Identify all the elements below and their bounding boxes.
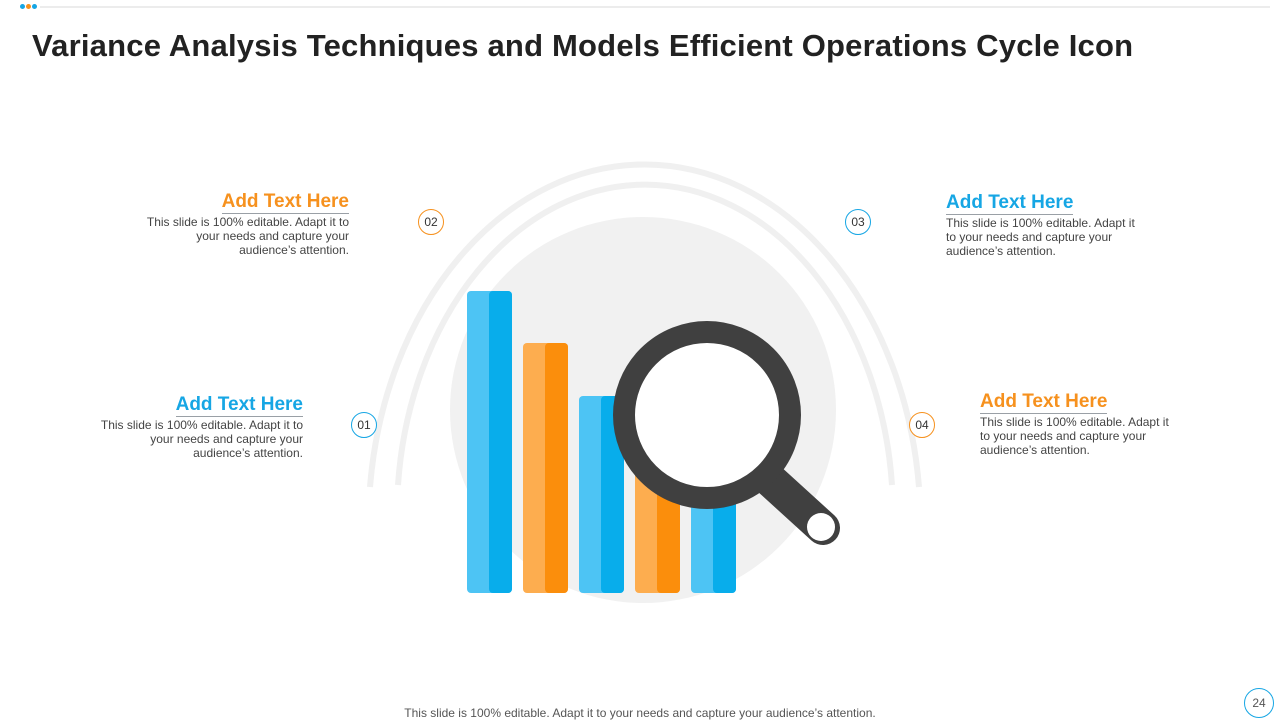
bar-1 <box>467 291 512 593</box>
block-heading: Add Text Here <box>175 394 303 417</box>
step-number-03: 03 <box>845 209 871 235</box>
text-block-03: Add Text Here This slide is 100% editabl… <box>946 192 1146 258</box>
text-block-02: Add Text Here This slide is 100% editabl… <box>144 191 349 257</box>
outer-arc <box>367 161 922 488</box>
text-block-01: Add Text Here This slide is 100% editabl… <box>98 394 303 460</box>
slide-title: Variance Analysis Techniques and Models … <box>32 28 1134 63</box>
step-number-04: 04 <box>909 412 935 438</box>
block-text: This slide is 100% editable. Adapt it to… <box>146 215 349 257</box>
block-text: This slide is 100% editable. Adapt it to… <box>100 418 303 460</box>
step-number-02: 02 <box>418 209 444 235</box>
block-heading: Add Text Here <box>946 192 1074 215</box>
text-block-04: Add Text Here This slide is 100% editabl… <box>980 391 1180 457</box>
logo-dots <box>20 4 37 9</box>
step-number-01: 01 <box>351 412 377 438</box>
block-heading: Add Text Here <box>221 191 349 214</box>
block-text: This slide is 100% editable. Adapt it to… <box>946 216 1135 258</box>
block-text: This slide is 100% editable. Adapt it to… <box>980 415 1169 457</box>
block-heading: Add Text Here <box>980 391 1108 414</box>
bar-2 <box>523 343 568 593</box>
magnifying-glass-icon <box>613 321 840 545</box>
top-rule <box>40 6 1270 8</box>
page-number: 24 <box>1244 688 1274 718</box>
inner-arc <box>395 181 895 486</box>
bar-3 <box>579 396 624 593</box>
footer-note: This slide is 100% editable. Adapt it to… <box>404 706 876 720</box>
